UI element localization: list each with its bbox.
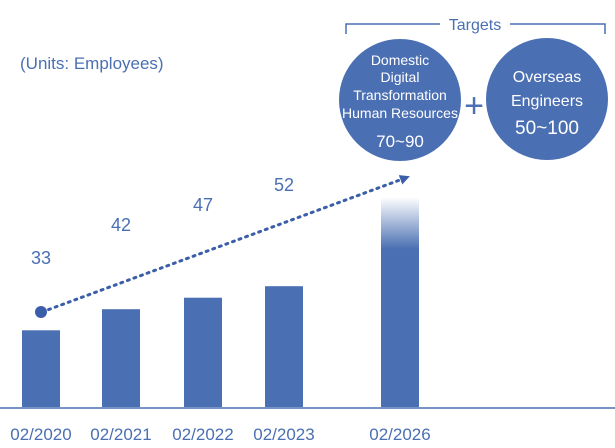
targets-bracket-right — [510, 23, 606, 34]
bar-02-2020 — [22, 330, 60, 407]
value-label-02-2021: 42 — [111, 215, 131, 235]
overseas-label-line-1: Overseas — [513, 69, 581, 86]
value-label-02-2020: 33 — [31, 248, 51, 268]
x-label-02-2026: 02/2026 — [369, 425, 430, 444]
x-label-02-2020: 02/2020 — [10, 425, 71, 444]
bars-group — [22, 197, 419, 407]
domestic-circle-shape — [339, 39, 461, 161]
x-label-02-2021: 02/2021 — [90, 425, 151, 444]
overseas-range-label: 50~100 — [515, 118, 579, 139]
targets-bracket-left — [345, 23, 440, 34]
domestic-label-line-4: Human Resources — [342, 105, 458, 121]
bar-02-2023 — [265, 286, 303, 407]
domestic-target-circle: Domestic Digital Transformation Human Re… — [339, 39, 461, 161]
domestic-label-line-1: Domestic — [371, 52, 429, 68]
units-note: (Units: Employees) — [20, 54, 164, 73]
x-label-02-2023: 02/2023 — [253, 425, 314, 444]
trend-arrow — [40, 175, 410, 314]
x-label-02-2022: 02/2022 — [172, 425, 233, 444]
overseas-label-line-2: Engineers — [511, 93, 583, 110]
domestic-label-line-3: Transformation — [353, 87, 447, 103]
bar-02-2021 — [102, 309, 140, 407]
value-label-02-2022: 47 — [193, 195, 213, 215]
domestic-label-line-2: Digital — [381, 69, 420, 85]
value-label-02-2023: 52 — [274, 175, 294, 195]
overseas-circle-shape — [486, 38, 608, 160]
trend-start-dot — [35, 306, 47, 318]
domestic-range-label: 70~90 — [376, 132, 424, 151]
targets-heading: Targets — [449, 17, 501, 34]
value-labels-group: 33 42 47 52 — [31, 175, 294, 268]
x-axis-labels-group: 02/2020 02/2021 02/2022 02/2023 02/2026 — [10, 425, 430, 444]
bar-02-2022 — [184, 297, 222, 407]
plus-sign: + — [464, 87, 484, 125]
targets-header: Targets — [345, 17, 606, 34]
overseas-target-circle: Overseas Engineers 50~100 — [486, 38, 608, 160]
bar-target-fade — [381, 197, 419, 249]
